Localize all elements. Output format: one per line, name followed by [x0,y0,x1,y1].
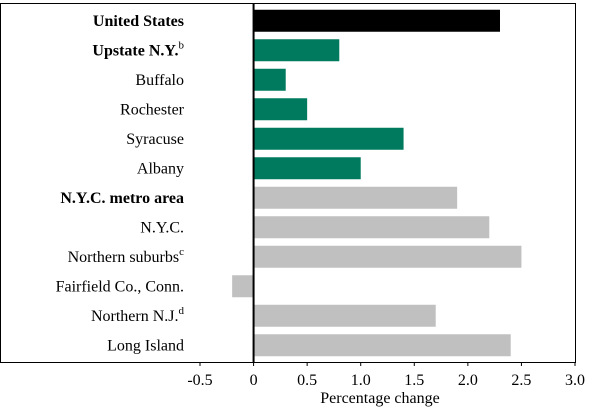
bar [253,157,361,180]
category-label: Albany [137,160,184,177]
category-label-text: Northern N.J. [91,308,179,325]
category-label-text: Long Island [107,337,184,354]
x-tick-label: 1.0 [351,372,371,389]
x-tick-label: 1.5 [404,372,424,389]
category-label-text: Upstate N.Y. [92,42,178,59]
category-label: N.Y.C. metro area [60,190,184,207]
plot-area [0,3,576,363]
category-labels: United States Upstate N.Y.b Buffalo Rochest… [56,13,185,355]
category-label: Long Island [107,337,184,354]
category-label: Syracuse [126,131,184,148]
bar [253,186,458,209]
category-label: United States [93,13,184,30]
category-label: Upstate N.Y.b [92,39,184,59]
category-label-text: Syracuse [126,131,184,148]
category-label-text: Albany [137,160,184,177]
bar [253,68,286,91]
x-tick-label: 2.0 [458,372,478,389]
category-footnote-marker: b [179,39,185,51]
bar [232,275,254,298]
bar [253,9,500,32]
category-label: Rochester [120,101,185,118]
category-label: Northern N.J.d [91,305,185,325]
category-label-text: United States [93,13,184,30]
category-label-text: Rochester [120,101,185,118]
category-footnote-marker: c [179,246,184,258]
x-tick-label: 0.5 [297,372,317,389]
category-label-text: Buffalo [135,72,184,89]
category-label-text: Northern suburbs [68,249,180,266]
x-tick-label: 0 [250,372,258,389]
bar [253,98,308,121]
bar [253,245,522,268]
bar [253,127,404,150]
x-tick-label: 3.0 [565,372,585,389]
category-label: Buffalo [135,72,184,89]
bars [232,9,522,357]
bar [253,304,436,327]
x-tick-label: 2.5 [511,372,531,389]
category-label: Northern suburbsc [68,246,185,266]
category-label-text: N.Y.C. [140,219,184,236]
bar [253,334,511,357]
category-label-text: Fairfield Co., Conn. [56,278,184,295]
category-label: N.Y.C. [140,219,184,236]
category-label: Fairfield Co., Conn. [56,278,184,295]
x-axis-ticks: -0.5 0 0.5 1.0 1.5 2.0 2.5 3.0 [187,362,585,389]
bar [253,39,340,62]
x-tick-label: -0.5 [187,372,212,389]
category-label-text: N.Y.C. metro area [60,190,184,207]
category-footnote-marker: d [179,305,185,317]
bar [253,216,490,239]
x-axis-label: Percentage change [320,390,439,407]
